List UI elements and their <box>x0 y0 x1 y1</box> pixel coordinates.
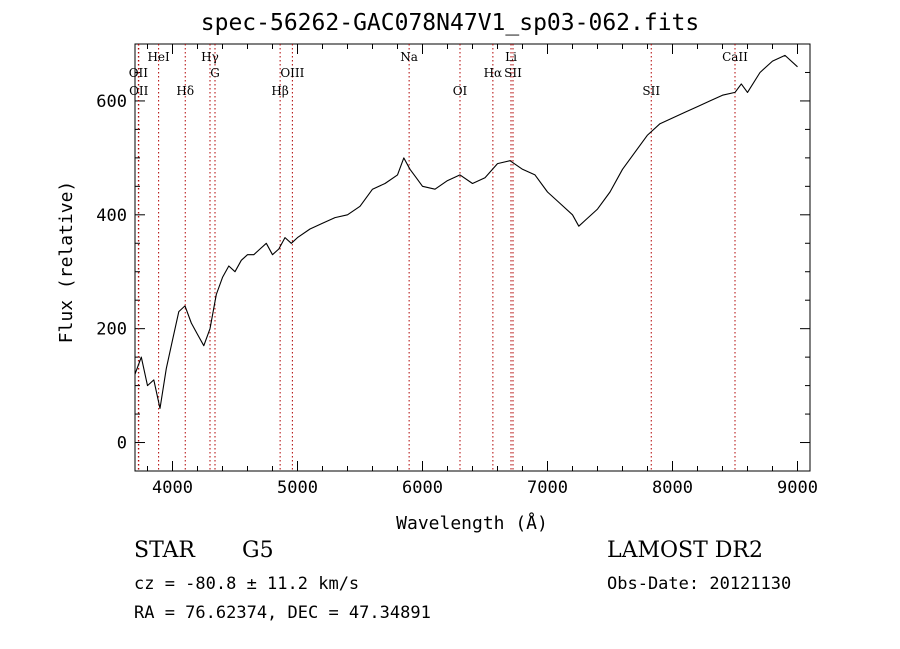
spectral-line-label: Li <box>505 50 517 64</box>
chart-title: spec-56262-GAC078N47V1_sp03-062.fits <box>200 10 700 36</box>
y-axis-label: Flux (relative) <box>56 181 77 344</box>
sky-coordinates: RA = 76.62374, DEC = 47.34891 <box>134 603 431 623</box>
spectral-line-label: OI <box>453 84 468 98</box>
spectrum-line <box>134 54 798 409</box>
object-subclass: G5 <box>242 538 274 563</box>
spectral-line-label: OII <box>129 84 149 98</box>
observation-date: Obs-Date: 20121130 <box>607 574 792 594</box>
spectral-line-label: SII <box>642 84 660 98</box>
x-tick-label: 6000 <box>402 478 443 498</box>
x-tick-label: 5000 <box>277 478 318 498</box>
x-tick-label: 7000 <box>527 478 568 498</box>
x-tick-label: 8000 <box>652 478 693 498</box>
x-tick-label: 4000 <box>152 478 193 498</box>
spectral-line-label: Hβ <box>271 84 288 98</box>
spectral-line-label: G <box>210 66 220 80</box>
survey-name: LAMOST DR2 <box>607 538 763 563</box>
y-tick-label: 600 <box>96 92 127 112</box>
spectral-line-label: CaII <box>722 50 748 64</box>
spectral-line-label: SII <box>504 66 522 80</box>
spectral-line-label: HeI <box>147 50 170 64</box>
spectral-line-label: Na <box>400 50 418 64</box>
y-tick-label: 0 <box>117 434 127 454</box>
object-class: STAR <box>134 538 195 563</box>
spectral-line-label: OIII <box>280 66 304 80</box>
y-tick-label: 200 <box>96 320 127 340</box>
spectral-line-label: Hδ <box>176 84 194 98</box>
plot-frame <box>134 43 811 472</box>
spectral-line-label: Hα <box>484 66 503 80</box>
x-axis-label: Wavelength (Å) <box>396 512 548 534</box>
spectral-line-label: Hγ <box>201 50 219 64</box>
redshift-velocity: cz = -80.8 ± 11.2 km/s <box>134 574 360 594</box>
x-tick-label: 9000 <box>777 478 818 498</box>
y-tick-label: 400 <box>96 206 127 226</box>
